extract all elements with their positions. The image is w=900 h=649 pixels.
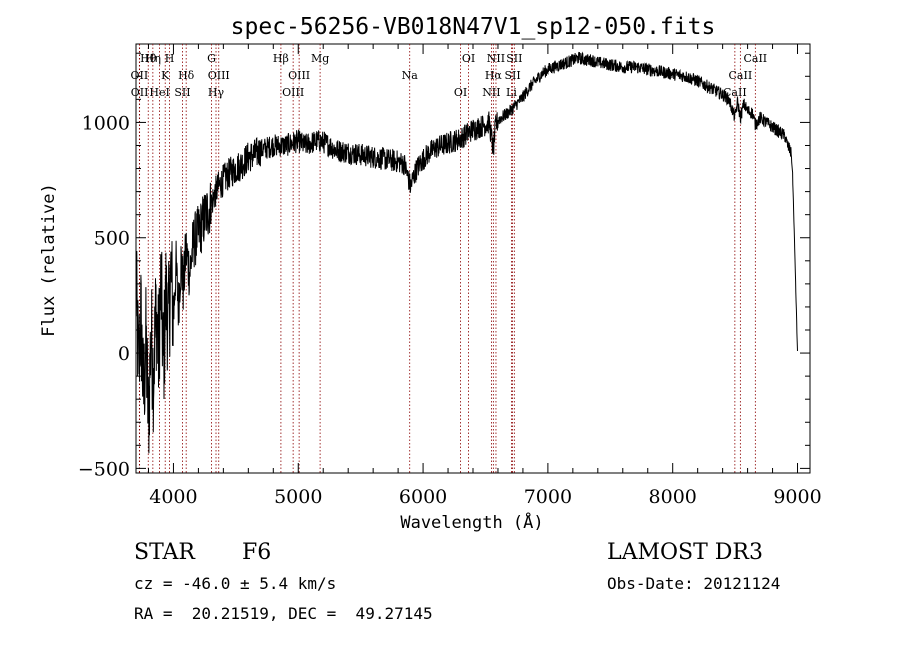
x-tick-label: 7000 bbox=[524, 486, 572, 508]
chart-title: spec-56256-VB018N47V1_sp12-050.fits bbox=[231, 14, 716, 40]
object-subclass: F6 bbox=[242, 540, 272, 565]
line-label-11: Hγ bbox=[208, 86, 225, 99]
line-label-16: Na bbox=[402, 69, 419, 82]
line-label-6: H bbox=[165, 52, 175, 65]
line-label-5: HeI bbox=[149, 86, 169, 99]
line-label-2: OII bbox=[131, 86, 149, 99]
line-label-27: CaII bbox=[743, 52, 767, 65]
object-class: STAR bbox=[134, 540, 195, 565]
x-axis-label: Wavelength (Å) bbox=[400, 511, 543, 533]
line-label-8: SII bbox=[174, 86, 190, 99]
line-label-3: Hη bbox=[145, 52, 161, 65]
spectral-line-labels: HθOIIOIIHηKHeIHHδSIIGOIIIHγHβOIIIOIIIMgN… bbox=[131, 52, 768, 99]
y-tick-label: 1000 bbox=[82, 112, 130, 134]
line-label-25: CaII bbox=[729, 69, 753, 82]
line-label-15: Mg bbox=[311, 52, 329, 65]
y-tick-label: −500 bbox=[78, 458, 130, 480]
line-label-9: G bbox=[207, 52, 216, 65]
axis-ticks: 4000 5000 6000 7000 8000 9000 −500 0 500 1000 bbox=[78, 44, 822, 508]
line-label-22: SII bbox=[504, 69, 520, 82]
line-label-1: OII bbox=[131, 69, 149, 82]
x-tick-label: 9000 bbox=[773, 486, 821, 508]
line-label-17: OI bbox=[454, 86, 467, 99]
x-tick-label: 4000 bbox=[149, 486, 197, 508]
sky-coordinates: RA = 20.21519, DEC = 49.27145 bbox=[134, 604, 433, 623]
line-label-7: Hδ bbox=[178, 69, 195, 82]
x-tick-label: 6000 bbox=[399, 486, 447, 508]
spectral-line-markers bbox=[138, 44, 756, 473]
x-tick-label: 8000 bbox=[649, 486, 697, 508]
line-label-23: Li bbox=[506, 86, 517, 99]
survey-name: LAMOST DR3 bbox=[607, 540, 763, 565]
y-axis-label: Flux (relative) bbox=[39, 183, 59, 337]
line-label-0: Hθ bbox=[140, 52, 157, 65]
line-label-13: OIII bbox=[288, 69, 310, 82]
line-label-21: NII bbox=[487, 52, 505, 65]
line-label-26: CaII bbox=[723, 86, 747, 99]
line-label-12: Hβ bbox=[273, 52, 289, 65]
line-label-14: OIII bbox=[282, 86, 304, 99]
redshift-velocity: cz = -46.0 ± 5.4 km/s bbox=[134, 574, 337, 593]
plot-frame bbox=[135, 43, 811, 474]
line-label-10: OIII bbox=[208, 69, 230, 82]
spectrum-series-line bbox=[135, 51, 798, 454]
observation-date: Obs-Date: 20121124 bbox=[607, 574, 781, 593]
line-label-19: Hα bbox=[485, 69, 503, 82]
line-label-18: OI bbox=[462, 52, 475, 65]
line-label-24: SII bbox=[506, 52, 522, 65]
line-label-20: NII bbox=[482, 86, 500, 99]
y-tick-label: 0 bbox=[118, 343, 130, 365]
line-label-4: K bbox=[161, 69, 170, 82]
y-tick-label: 500 bbox=[94, 228, 130, 250]
x-tick-label: 5000 bbox=[274, 486, 322, 508]
